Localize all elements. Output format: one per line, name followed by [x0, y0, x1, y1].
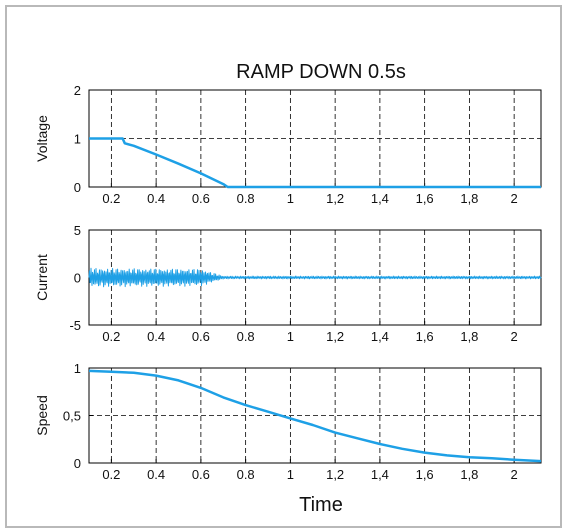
- y-tick-label: 0,5: [63, 409, 81, 424]
- x-tick-label: 0.2: [102, 191, 120, 206]
- y-tick-label: 1: [74, 361, 81, 376]
- x-tick-label: 1,8: [460, 191, 478, 206]
- x-tick-label: 1,4: [371, 191, 389, 206]
- x-tick-label: 1,6: [416, 191, 434, 206]
- x-tick-label: 1,8: [460, 467, 478, 482]
- x-tick-label: 1,4: [371, 467, 389, 482]
- x-tick-label: 0.6: [192, 467, 210, 482]
- y-tick-label: -5: [69, 318, 81, 333]
- x-tick-label: 1,6: [416, 467, 434, 482]
- x-tick-label: 2: [511, 191, 518, 206]
- y-tick-label: 2: [74, 83, 81, 98]
- x-tick-label: 1,2: [326, 329, 344, 344]
- x-tick-label: 2: [511, 467, 518, 482]
- x-tick-label: 1,2: [326, 191, 344, 206]
- panel-speed: 0.2 0.4 0.6 0.8 1 1,2 1,4 1,6 1,8 2 0 0,5 1 Speed: [34, 361, 542, 482]
- x-tick-label: 0.2: [102, 329, 120, 344]
- y-axis-label: Voltage: [34, 115, 50, 162]
- series-line: [88, 267, 542, 288]
- x-tick-label: 0.4: [147, 191, 165, 206]
- x-tick-label: 1,8: [460, 329, 478, 344]
- x-tick-label: 0.8: [237, 467, 255, 482]
- x-tick-label: 0.8: [237, 329, 255, 344]
- x-tick-label: 0.4: [147, 467, 165, 482]
- panel-voltage: 0.2 0.4 0.6 0.8 1 1,2 1,4 1,6 1,8 2 0 1 2 Voltage: [34, 83, 542, 206]
- y-tick-label: 0: [74, 180, 81, 195]
- x-tick-label: 0.6: [192, 191, 210, 206]
- series-line: [89, 137, 541, 189]
- figure-frame: RAMP DOWN 0.5s Time 0.2 0.4 0.6 0.8 1 1,2 1,4 1…: [5, 5, 562, 528]
- x-tick-label: 1,4: [371, 329, 389, 344]
- x-tick-label: 1,6: [416, 329, 434, 344]
- y-tick-label: 0: [74, 271, 81, 286]
- y-axis-label: Speed: [34, 395, 50, 435]
- x-tick-label: 0.2: [102, 467, 120, 482]
- x-tick-label: 1: [287, 191, 294, 206]
- chart-title: RAMP DOWN 0.5s: [236, 61, 406, 83]
- x-tick-label: 0.8: [237, 191, 255, 206]
- x-axis-label: Time: [299, 494, 343, 516]
- x-tick-label: 2: [511, 329, 518, 344]
- y-tick-label: 0: [74, 456, 81, 471]
- x-tick-label: 1: [287, 467, 294, 482]
- figure: RAMP DOWN 0.5s Time 0.2 0.4 0.6 0.8 1 1,2 1,4 1…: [34, 61, 542, 516]
- x-tick-label: 0.4: [147, 329, 165, 344]
- x-tick-label: 0.6: [192, 329, 210, 344]
- y-axis-label: Current: [34, 254, 50, 301]
- y-tick-label: 1: [74, 132, 81, 147]
- panel-current: 0.2 0.4 0.6 0.8 1 1,2 1,4 1,6 1,8 2 -5 0 5 Current: [34, 223, 542, 344]
- x-tick-label: 1,2: [326, 467, 344, 482]
- x-tick-label: 1: [287, 329, 294, 344]
- series-line: [88, 369, 542, 463]
- y-tick-label: 5: [74, 223, 81, 238]
